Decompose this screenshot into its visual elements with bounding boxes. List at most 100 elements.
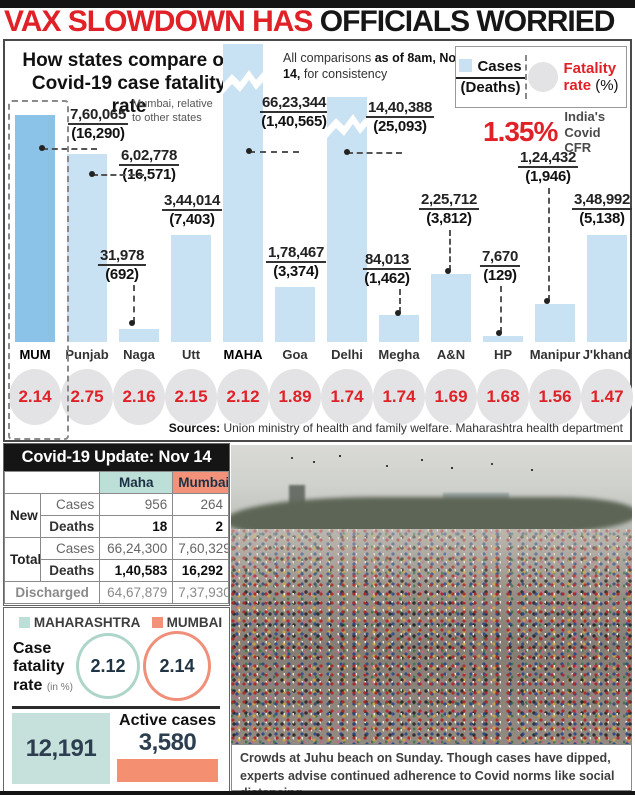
bar-Punjab xyxy=(67,154,107,342)
state-label-MUM: MUM xyxy=(19,347,51,362)
leader-dot-HP xyxy=(496,330,502,336)
col-header-mumbai: Mumbai xyxy=(172,471,229,494)
value-label-J'khand: 3,48,992 (5,138) xyxy=(572,190,632,228)
cfr-chart-panel: How states compare on Covid-19 case fata… xyxy=(3,39,633,442)
table-cell: 1,40,583 xyxy=(99,559,174,582)
covid-update-table-panel: Covid-19 Update: Nov 14 Maha Mumbai New Ca… xyxy=(3,443,230,606)
state-label-A&N: A&N xyxy=(436,347,466,362)
covid-update-table: Maha Mumbai New Cases 956 264 Deaths 18 2 Total C… xyxy=(3,471,229,604)
state-label-J'khand: J'khand xyxy=(582,347,632,362)
cfr-circle-HP: 1.68 xyxy=(477,369,529,425)
top-black-bar xyxy=(0,0,635,8)
value-label-Manipur: 1,24,432 (1,946) xyxy=(518,148,578,186)
leader-line-HP xyxy=(500,286,502,333)
row-metric: Deaths xyxy=(40,559,101,582)
mumbai-active-swatch xyxy=(117,759,218,783)
leader-dot-MUM xyxy=(39,145,45,151)
bar-MAHA xyxy=(223,44,263,342)
leader-line-Delhi xyxy=(347,152,402,154)
value-label-Megha: 84,013 (1,462) xyxy=(362,250,412,288)
table-row: Discharged 64,67,879 7,37,930 xyxy=(3,581,229,604)
table-title: Covid-19 Update: Nov 14 xyxy=(4,444,229,471)
maha-active-cases-box: 12,191 xyxy=(12,713,110,784)
state-label-Manipur: Manipur xyxy=(529,347,581,362)
bar-A&N xyxy=(431,274,471,342)
india-cfr-callout: 1.35% India's Covid CFR xyxy=(483,109,628,156)
mumbai-highlight-box xyxy=(8,100,69,440)
leader-line-MAHA xyxy=(249,151,299,153)
legend-fatality: Fatality rate (%) xyxy=(527,60,626,95)
table-cell: 16,292 xyxy=(172,559,229,582)
bar-HP xyxy=(483,336,523,342)
cfr-circle-Goa: 1.89 xyxy=(269,369,321,425)
leader-dot-Punjab xyxy=(89,171,95,177)
leader-dot-A&N xyxy=(445,268,451,274)
headline-red: VAX SLOWDOWN HAS xyxy=(4,5,313,38)
row-group-new: New xyxy=(3,493,42,538)
cfr-circle-Megha: 1.74 xyxy=(373,369,425,425)
table-corner-cell xyxy=(3,471,101,494)
cases-swatch-icon xyxy=(459,59,473,73)
bar-Utt xyxy=(171,235,211,342)
summary-divider xyxy=(12,706,220,709)
value-label-Delhi: 14,40,388 (25,093) xyxy=(365,98,435,136)
beach-crowd xyxy=(231,529,632,744)
summary-legend: MAHARASHTRA MUMBAI xyxy=(4,615,229,630)
bar-J'khand xyxy=(587,235,627,342)
row-label-discharged: Discharged xyxy=(3,581,101,604)
value-label-MUM: 7,60,065 (16,290) xyxy=(68,105,128,143)
maharashtra-swatch-icon xyxy=(18,617,30,628)
bar-Megha xyxy=(379,315,419,342)
cfr-circle-Delhi: 1.74 xyxy=(321,369,373,425)
state-label-Megha: Megha xyxy=(378,347,420,362)
headline: VAX SLOWDOWN HAS OFFICIALS WORRIED xyxy=(4,7,635,37)
bar-MUM xyxy=(15,115,55,342)
leader-line-Punjab xyxy=(92,174,144,176)
legend-divider xyxy=(525,55,528,99)
active-cases-heading: Active cases xyxy=(119,712,216,729)
table-row: New Cases 956 264 xyxy=(3,493,229,538)
leader-dot-MAHA xyxy=(246,148,252,154)
legend-cases: Cases (Deaths) xyxy=(456,58,525,96)
axis-break-icon xyxy=(223,70,263,94)
state-label-Naga: Naga xyxy=(123,347,155,362)
fatality-circle-icon xyxy=(527,62,558,92)
table-row: Total Cases 66,24,300 7,60,329 xyxy=(3,537,229,582)
table-cell: 18 xyxy=(99,515,174,538)
india-cfr-value: 1.35% xyxy=(483,116,558,148)
leader-dot-Delhi xyxy=(344,149,350,155)
mumbai-annotation: Mumbai, relative to other states xyxy=(132,98,213,124)
value-label-Utt: 3,44,014 (7,403) xyxy=(162,191,222,229)
table-cell: 7,60,329 xyxy=(172,537,229,560)
headline-black: OFFICIALS WORRIED xyxy=(319,5,616,38)
table-cell: 264 xyxy=(172,493,229,516)
treeline xyxy=(231,497,632,535)
table-cell: 64,67,879 xyxy=(99,581,174,604)
india-cfr-label: India's Covid CFR xyxy=(564,109,606,156)
state-label-HP: HP xyxy=(493,347,513,362)
cfr-circle-Naga: 2.16 xyxy=(113,369,165,425)
value-label-A&N: 2,25,712 (3,812) xyxy=(419,190,479,228)
maha-cfr-ring: 2.12 xyxy=(76,633,140,699)
cfr-circle-MAHA: 2.12 xyxy=(217,369,269,425)
chart-title: How states compare on Covid-19 case fata… xyxy=(22,50,236,117)
row-metric: Cases xyxy=(40,537,101,560)
value-label-Naga: 31,978 (692) xyxy=(97,246,147,284)
value-label-Goa: 1,78,467 (3,374) xyxy=(266,243,326,281)
state-label-MAHA: MAHA xyxy=(223,347,263,362)
cfr-circle-A&N: 1.69 xyxy=(425,369,477,425)
leader-line-MUM xyxy=(42,148,97,150)
leader-line-Megha xyxy=(399,289,401,313)
cfr-circle-MUM: 2.14 xyxy=(9,369,61,425)
value-label-HP: 7,670 (129) xyxy=(479,247,521,285)
kites-in-sky xyxy=(291,457,293,459)
leader-dot-Megha xyxy=(395,310,401,316)
summary-panel: MAHARASHTRA MUMBAI Case fatality rate (i… xyxy=(3,607,230,793)
cfr-circle-Utt: 2.15 xyxy=(165,369,217,425)
sources-line: Sources: Union ministry of health and fa… xyxy=(168,421,623,435)
bar-Manipur xyxy=(535,304,575,342)
value-label-MAHA: 66,23,344 (1,40,565) xyxy=(259,93,329,131)
cfr-circle-Punjab: 2.75 xyxy=(61,369,113,425)
mumbai-swatch-icon xyxy=(151,617,163,628)
state-label-Delhi: Delhi xyxy=(331,347,363,362)
